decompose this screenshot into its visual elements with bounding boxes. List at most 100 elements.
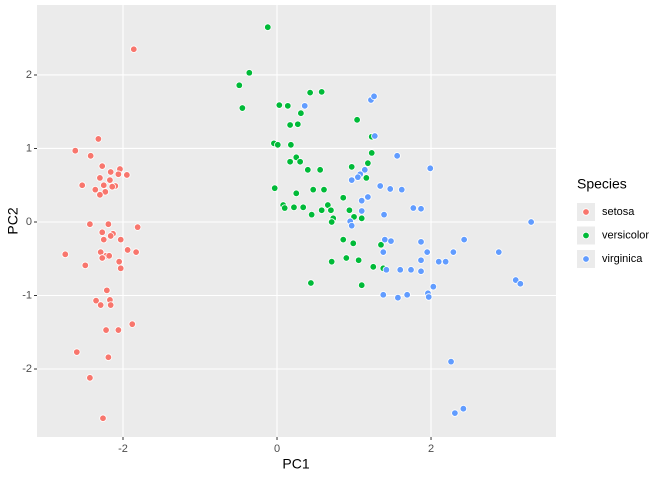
point: [339, 235, 347, 244]
point: [376, 182, 384, 190]
point: [307, 210, 316, 219]
point: [393, 152, 401, 160]
point: [92, 296, 100, 305]
panel: [37, 5, 556, 437]
point: [286, 121, 294, 129]
point: [102, 326, 110, 334]
point: [394, 294, 402, 302]
point: [370, 92, 378, 100]
point: [274, 141, 282, 149]
point: [381, 235, 389, 244]
point: [106, 232, 115, 240]
point: [86, 220, 94, 228]
point: [117, 235, 125, 244]
point: [516, 280, 525, 288]
legend-title: Species: [577, 176, 627, 192]
point: [417, 256, 425, 264]
point: [281, 204, 289, 212]
point: [425, 293, 433, 301]
x-tick-label: 0: [274, 443, 280, 455]
point: [348, 221, 356, 230]
point: [361, 166, 369, 174]
point: [245, 69, 253, 77]
point: [354, 173, 362, 181]
y-tick-label: 0: [26, 216, 32, 228]
point: [98, 228, 106, 236]
point: [320, 185, 328, 194]
legend-label: virginica: [602, 253, 643, 265]
point: [407, 266, 415, 274]
point: [105, 252, 113, 260]
x-axis-title: PC1: [282, 456, 309, 472]
point: [133, 223, 142, 231]
point: [71, 146, 79, 155]
point: [86, 374, 94, 382]
point: [353, 116, 361, 124]
point: [275, 101, 284, 109]
point: [128, 320, 136, 328]
point: [286, 158, 294, 166]
point: [99, 414, 107, 422]
point: [297, 109, 305, 117]
point: [304, 166, 312, 174]
point: [309, 185, 317, 194]
point: [115, 257, 123, 266]
point: [238, 104, 247, 112]
point: [345, 206, 354, 214]
point: [294, 120, 302, 128]
point: [417, 238, 425, 246]
point: [106, 176, 114, 184]
point: [377, 241, 385, 249]
y-tick-label: 2: [26, 69, 32, 81]
point: [417, 267, 425, 275]
point: [292, 189, 300, 198]
point: [423, 248, 431, 256]
point: [123, 246, 132, 254]
point: [358, 214, 366, 223]
legend-swatch: [582, 208, 590, 216]
point: [379, 248, 387, 256]
point: [460, 235, 468, 244]
point: [73, 348, 81, 356]
point: [96, 301, 105, 309]
point: [104, 353, 113, 361]
point: [327, 257, 336, 266]
point: [358, 281, 366, 289]
point: [349, 239, 357, 248]
point: [362, 174, 371, 182]
point: [106, 301, 115, 309]
point: [426, 164, 434, 173]
point: [447, 357, 455, 366]
point: [317, 206, 326, 214]
point: [379, 291, 387, 299]
point: [387, 237, 395, 245]
legend-label: setosa: [602, 206, 635, 218]
point: [409, 204, 418, 212]
point: [108, 183, 116, 191]
point: [327, 206, 335, 214]
point: [382, 266, 391, 274]
point: [380, 210, 388, 219]
point: [117, 264, 125, 273]
y-axis-title: PC2: [5, 207, 21, 234]
point: [299, 203, 307, 211]
point: [441, 257, 450, 266]
point: [86, 152, 95, 160]
point: [130, 45, 138, 53]
point: [495, 248, 503, 256]
point: [96, 174, 104, 182]
point: [449, 248, 458, 256]
point: [403, 291, 411, 299]
point: [386, 185, 394, 193]
point: [435, 257, 443, 266]
point: [132, 248, 140, 256]
point: [91, 185, 99, 194]
legend-swatch: [582, 255, 590, 263]
point: [348, 163, 356, 171]
point: [284, 102, 292, 110]
point: [296, 158, 304, 166]
point: [106, 168, 115, 176]
point: [527, 218, 535, 226]
point: [264, 23, 272, 31]
